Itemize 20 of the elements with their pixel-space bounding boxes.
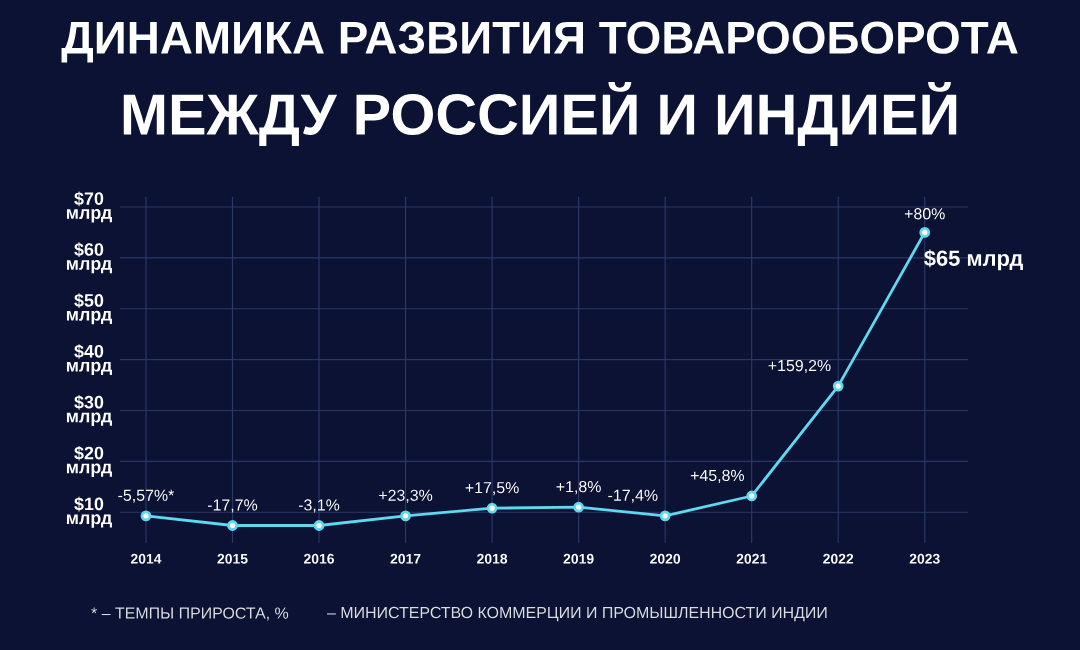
point (227, 520, 238, 531)
point (400, 510, 411, 522)
y-tick-label: $40 млрд (66, 344, 112, 376)
y-tick-label: $50 млрд (66, 293, 112, 325)
y-tick-label: $60 млрд (66, 242, 112, 274)
chart-subtitle: МЕЖДУ РОССИЕЙ И ИНДИЕЙ (123, 82, 957, 146)
chart-title: ДИНАМИКА РАЗВИТИЯ ТОВАРООБОРОТА (61, 21, 1018, 63)
y-tick-label: $20 млрд (66, 445, 112, 477)
point (919, 227, 931, 238)
y-tick-label: $30 млрд (66, 395, 112, 426)
point (486, 502, 498, 514)
point (140, 510, 152, 522)
y-tick-label: $10 млрд (66, 496, 112, 528)
point (659, 510, 671, 522)
annotation: $65 млрд (924, 249, 1023, 271)
point (573, 501, 584, 513)
point (746, 490, 758, 502)
point (832, 380, 844, 392)
y-tick-label: $70 млрд (66, 191, 112, 223)
point (313, 520, 325, 531)
